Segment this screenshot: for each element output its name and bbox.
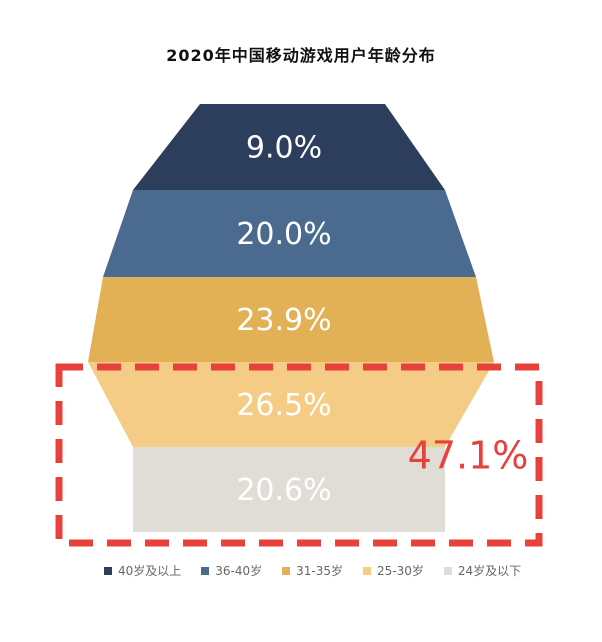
chart-title: 2020年中国移动游戏用户年龄分布 [166,46,436,65]
legend-swatch [363,566,372,575]
funnel-segment-1 [133,104,445,190]
funnel-segment-4 [88,362,494,447]
highlight-box [55,363,543,547]
legend-item: 25-30岁 [363,562,424,579]
legend-swatch [201,566,210,575]
funnel-chart: 9.0% 20.0% 23.9% 26.5% 20.6% 47.1% [55,104,543,547]
funnel-segment-3 [88,277,494,362]
legend-swatch [282,566,291,575]
segment-value-label: 9.0% [246,131,322,166]
legend-swatch [104,566,112,575]
chart-legend: 40岁及以上 36-40岁 31-35岁 25-30岁 24岁及以下 [104,562,521,579]
legend-item: 40岁及以上 [104,562,181,579]
legend-label: 31-35岁 [296,564,344,578]
legend-swatch [443,566,452,575]
legend-label: 36-40岁 [215,564,263,578]
funnel-segment-2 [103,190,476,277]
funnel-segment-5 [133,447,445,532]
segment-value-label: 20.6% [236,473,331,508]
segment-value-label: 26.5% [236,388,331,423]
legend-label: 24岁及以下 [457,564,522,578]
segment-value-label: 20.0% [236,217,331,252]
legend-item: 31-35岁 [282,562,343,579]
segment-value-label: 23.9% [236,303,331,338]
legend-item: 24岁及以下 [443,562,522,579]
legend-label: 25-30岁 [377,564,424,578]
highlight-total-label: 47.1% [408,434,529,478]
legend-item: 36-40岁 [201,562,262,579]
legend-label: 40岁及以上 [118,564,182,578]
